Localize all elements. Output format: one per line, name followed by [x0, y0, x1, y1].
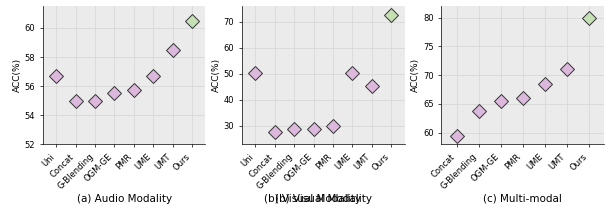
Y-axis label: ACC(%): ACC(%) — [212, 58, 221, 92]
Text: (c) Multi-modal: (c) Multi-modal — [483, 194, 562, 204]
Y-axis label: ACC(%): ACC(%) — [13, 58, 22, 92]
Text: (b) Visual Modality: (b) Visual Modality — [264, 194, 361, 204]
Y-axis label: ACC(%): ACC(%) — [411, 58, 420, 92]
Text: (b) Visual Modality: (b) Visual Modality — [274, 194, 372, 204]
Text: (a) Audio Modality: (a) Audio Modality — [76, 194, 171, 204]
